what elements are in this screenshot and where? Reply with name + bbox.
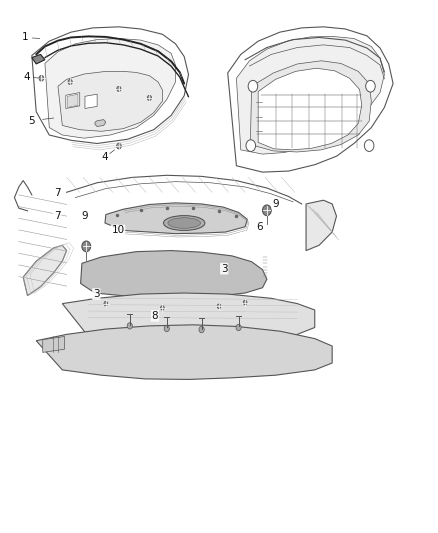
- Polygon shape: [105, 203, 247, 233]
- Text: 5: 5: [28, 116, 35, 126]
- Text: 6: 6: [257, 222, 263, 232]
- Circle shape: [117, 86, 121, 92]
- Text: 3: 3: [221, 264, 227, 273]
- Polygon shape: [32, 27, 188, 143]
- Text: 9: 9: [81, 211, 88, 221]
- Circle shape: [147, 95, 152, 100]
- Polygon shape: [32, 54, 45, 64]
- Circle shape: [82, 241, 91, 252]
- Polygon shape: [228, 27, 393, 172]
- Text: 10: 10: [111, 225, 124, 236]
- Circle shape: [164, 325, 170, 332]
- Polygon shape: [43, 336, 64, 352]
- Text: 4: 4: [23, 71, 30, 82]
- Polygon shape: [95, 119, 106, 126]
- Text: 7: 7: [54, 188, 60, 198]
- Polygon shape: [62, 293, 315, 342]
- Circle shape: [217, 304, 221, 309]
- Text: 9: 9: [272, 199, 279, 209]
- Circle shape: [366, 80, 375, 92]
- Polygon shape: [23, 245, 67, 296]
- Text: 4: 4: [102, 152, 108, 162]
- Circle shape: [68, 79, 72, 85]
- Polygon shape: [58, 71, 162, 131]
- Circle shape: [117, 143, 121, 149]
- Polygon shape: [67, 94, 78, 108]
- Circle shape: [161, 305, 164, 310]
- Circle shape: [262, 205, 271, 216]
- Circle shape: [243, 300, 247, 305]
- Polygon shape: [36, 325, 332, 379]
- Circle shape: [236, 324, 241, 330]
- Polygon shape: [258, 68, 362, 150]
- Polygon shape: [85, 94, 97, 109]
- Circle shape: [364, 140, 374, 151]
- Circle shape: [39, 75, 44, 81]
- Circle shape: [199, 326, 204, 333]
- Polygon shape: [81, 251, 267, 298]
- Circle shape: [104, 301, 108, 306]
- Ellipse shape: [168, 217, 201, 228]
- Polygon shape: [237, 36, 385, 154]
- Text: 7: 7: [54, 211, 60, 221]
- Circle shape: [127, 322, 132, 329]
- Text: 8: 8: [152, 311, 158, 321]
- Ellipse shape: [163, 216, 205, 230]
- Text: 3: 3: [93, 289, 99, 299]
- Circle shape: [246, 140, 255, 151]
- Polygon shape: [66, 93, 80, 109]
- Polygon shape: [306, 200, 336, 251]
- Polygon shape: [251, 61, 371, 152]
- Text: 1: 1: [22, 33, 28, 43]
- Polygon shape: [45, 38, 176, 138]
- Circle shape: [248, 80, 258, 92]
